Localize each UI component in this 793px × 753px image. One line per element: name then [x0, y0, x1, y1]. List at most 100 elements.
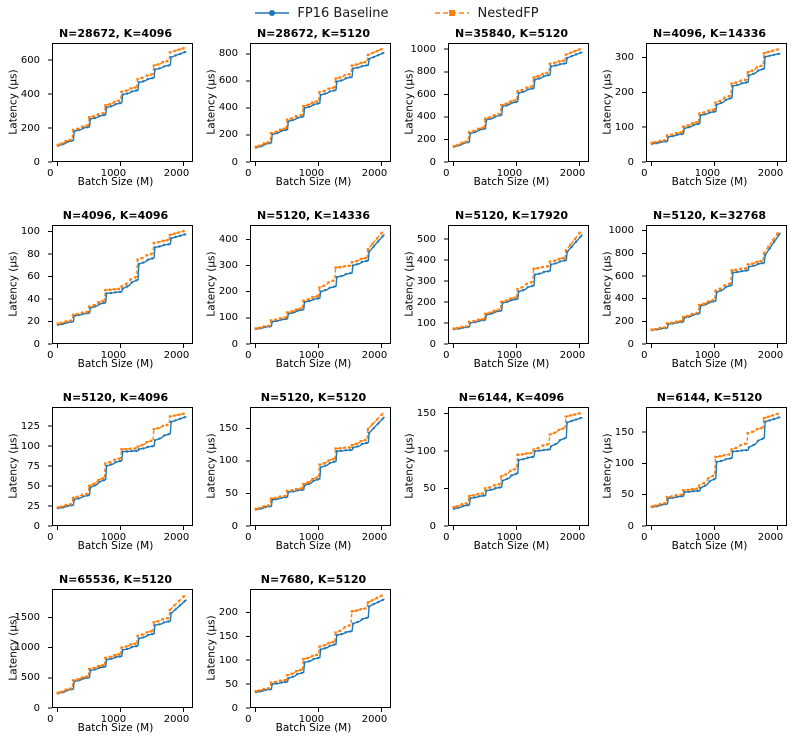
x-tick-label: 2000: [361, 532, 388, 543]
y-axis-label: Latency (µs): [7, 433, 20, 499]
y-tick-label: 400: [218, 233, 238, 245]
y-tick-label: 1500: [14, 612, 40, 624]
y-tick-label: 400: [416, 254, 436, 266]
x-tick-label: 0: [245, 350, 252, 361]
fp16-baseline-line: [255, 233, 385, 330]
y-tick-label: 200: [614, 86, 634, 98]
x-tick-label: 2000: [559, 532, 586, 543]
x-tick-label: 2000: [757, 350, 784, 361]
subplot-title: N=28672, K=5120: [256, 27, 371, 40]
legend-label-baseline: FP16 Baseline: [297, 5, 389, 21]
plot-area: [444, 407, 589, 530]
x-axis-label: Batch Size (M): [275, 722, 352, 734]
y-tick-label: 25: [27, 500, 40, 512]
x-tick-label: 1000: [100, 350, 127, 361]
subplot: N=5120, K=5120 0 50 100 150 0 1000 2000 Latency …: [198, 388, 396, 570]
y-axis-label: Latency (µs): [601, 251, 614, 317]
nestedfp-line: [453, 230, 582, 330]
subplot: N=65536, K=5120 0 500 1000 1500 0 1000 2000 Late…: [0, 570, 198, 752]
y-tick-label: 20: [27, 316, 40, 328]
y-tick-label: 150: [614, 426, 634, 438]
y-axis-label: Latency (µs): [205, 251, 218, 317]
y-axis-label: Latency (µs): [403, 251, 416, 317]
subplot-title: N=6144, K=4096: [458, 391, 565, 404]
x-axis-label: Batch Size (M): [473, 358, 550, 370]
x-tick-label: 0: [443, 168, 450, 179]
x-axis-label: Batch Size (M): [77, 176, 154, 188]
y-tick-label: 1000: [14, 642, 40, 654]
x-tick-label: 1000: [496, 532, 523, 543]
y-tick-label: 0: [33, 338, 40, 350]
x-axis-label: Batch Size (M): [275, 358, 352, 370]
legend-item-baseline: FP16 Baseline: [254, 6, 388, 21]
y-tick-label: 150: [416, 408, 436, 420]
x-tick-label: 1000: [298, 532, 325, 543]
x-tick-label: 1000: [496, 350, 523, 361]
subplot: N=5120, K=32768 0 200 400 600 800 1000 0 1000 200…: [594, 206, 792, 388]
y-tick-label: 800: [218, 48, 238, 60]
baseline-line-icon: [255, 10, 290, 16]
subplot-title: N=4096, K=4096: [62, 209, 169, 222]
nestedfp-line: [255, 412, 384, 510]
subplot: N=35840, K=5120 0 200 400 600 800 1000 0 1000 200…: [396, 24, 594, 206]
plot-area: [246, 589, 391, 712]
x-tick-label: 2000: [163, 714, 190, 725]
y-tick-label: 50: [621, 489, 634, 501]
subplot-title: N=28672, K=4096: [58, 27, 173, 40]
x-tick-label: 0: [245, 714, 252, 725]
y-tick-label: 50: [27, 480, 40, 492]
y-tick-label: 0: [231, 702, 238, 714]
y-tick-label: 0: [33, 520, 40, 532]
y-tick-label: 100: [218, 312, 238, 324]
plot-area: [444, 43, 589, 166]
plot-area: [246, 43, 391, 166]
y-tick-label: 50: [423, 483, 436, 495]
y-tick-label: 100: [20, 440, 40, 452]
nested-line-icon: [435, 10, 470, 16]
x-tick-label: 2000: [559, 350, 586, 361]
y-tick-label: 75: [27, 460, 40, 472]
x-tick-label: 1000: [100, 168, 127, 179]
x-tick-label: 0: [47, 350, 54, 361]
y-tick-label: 50: [225, 487, 238, 499]
y-tick-label: 300: [416, 275, 436, 287]
y-tick-label: 200: [416, 133, 436, 145]
y-tick-label: 300: [614, 52, 634, 64]
subplot-title: N=5120, K=14336: [256, 209, 371, 222]
y-axis-label: Latency (µs): [205, 69, 218, 135]
plot-area: [48, 43, 193, 166]
y-tick-label: 40: [27, 293, 40, 305]
y-tick-label: 80: [27, 248, 40, 260]
x-tick-label: 1000: [694, 532, 721, 543]
x-tick-label: 1000: [298, 350, 325, 361]
plot-area: [48, 407, 193, 530]
y-tick-label: 800: [416, 66, 436, 78]
y-tick-label: 200: [218, 129, 238, 141]
subplot: N=4096, K=14336 0 100 200 300 0 1000 2000 Latenc…: [594, 24, 792, 206]
x-tick-label: 2000: [361, 168, 388, 179]
x-tick-label: 2000: [163, 532, 190, 543]
subplot-title: N=7680, K=5120: [260, 573, 367, 586]
subplot-title: N=35840, K=5120: [454, 27, 569, 40]
nestedfp-line: [57, 412, 186, 509]
x-axis-label: Batch Size (M): [77, 540, 154, 552]
y-tick-label: 1000: [608, 225, 634, 237]
x-tick-label: 0: [245, 532, 252, 543]
fp16-baseline-line: [453, 51, 583, 148]
x-tick-label: 0: [47, 714, 54, 725]
y-axis-label: Latency (µs): [7, 615, 20, 681]
plot-area: [246, 407, 391, 530]
subplot: N=28672, K=4096 0 200 400 600 0 1000 2000 Latenc…: [0, 24, 198, 206]
y-tick-label: 0: [33, 702, 40, 714]
x-tick-label: 0: [47, 168, 54, 179]
nestedfp-line: [651, 230, 780, 331]
plot-area: [444, 225, 589, 348]
x-tick-label: 2000: [361, 350, 388, 361]
x-tick-label: 0: [443, 532, 450, 543]
legend-item-nested: NestedFP: [434, 6, 539, 21]
x-tick-label: 0: [641, 532, 648, 543]
x-tick-label: 1000: [100, 714, 127, 725]
x-tick-label: 0: [245, 168, 252, 179]
x-tick-label: 2000: [757, 532, 784, 543]
